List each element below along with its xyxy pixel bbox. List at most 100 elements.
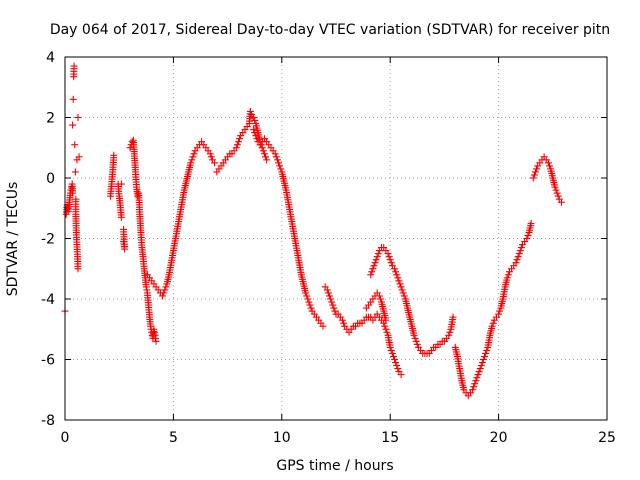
y-tick-label: -2 bbox=[41, 232, 55, 248]
data-point bbox=[305, 298, 313, 306]
data-point bbox=[323, 286, 331, 294]
data-point bbox=[271, 150, 279, 158]
x-tick-label: 15 bbox=[381, 430, 399, 446]
data-point bbox=[69, 189, 77, 197]
data-point bbox=[515, 250, 523, 258]
data-point bbox=[381, 322, 389, 330]
data-point bbox=[476, 365, 484, 373]
data-point bbox=[527, 219, 535, 227]
x-tick-label: 25 bbox=[598, 430, 616, 446]
data-point bbox=[474, 371, 482, 379]
data-point bbox=[70, 62, 78, 70]
data-point bbox=[553, 189, 561, 197]
data-point bbox=[307, 304, 315, 312]
data-point bbox=[394, 365, 402, 373]
y-tick-label: 4 bbox=[46, 50, 55, 66]
data-point bbox=[159, 292, 167, 300]
data-point bbox=[531, 168, 539, 176]
y-axis-label: SDTVAR / TECUs bbox=[5, 182, 21, 297]
data-point bbox=[152, 337, 160, 345]
data-point bbox=[382, 325, 390, 333]
data-point bbox=[188, 156, 196, 164]
x-tick-label: 20 bbox=[490, 430, 508, 446]
data-point bbox=[396, 280, 404, 288]
data-point bbox=[546, 162, 554, 170]
data-point bbox=[504, 271, 512, 279]
data-point bbox=[483, 346, 491, 354]
axis-ticks: 0 5 10 15 20 25 -8 -6 -4 -2 0 2 4 bbox=[41, 50, 616, 446]
data-point bbox=[477, 362, 485, 370]
data-point bbox=[517, 244, 525, 252]
data-point bbox=[340, 319, 348, 327]
data-point bbox=[389, 352, 397, 360]
data-point bbox=[367, 271, 375, 279]
data-point bbox=[481, 352, 489, 360]
x-tick-label: 10 bbox=[273, 430, 291, 446]
data-point bbox=[398, 286, 406, 294]
data-point bbox=[324, 289, 332, 297]
data-point bbox=[160, 289, 168, 297]
data-point bbox=[304, 295, 312, 303]
data-point bbox=[250, 126, 258, 134]
data-point bbox=[393, 362, 401, 370]
data-point bbox=[446, 328, 454, 336]
y-tick-label: -6 bbox=[41, 353, 55, 369]
data-points bbox=[61, 62, 565, 400]
data-point bbox=[503, 274, 511, 282]
data-point bbox=[475, 368, 483, 376]
data-point bbox=[110, 151, 118, 159]
data-point bbox=[392, 268, 400, 276]
data-point bbox=[391, 356, 399, 363]
data-point bbox=[386, 256, 394, 264]
data-point bbox=[69, 95, 77, 103]
data-point bbox=[252, 132, 260, 140]
data-point bbox=[391, 265, 399, 273]
data-point bbox=[187, 159, 195, 167]
data-point bbox=[393, 271, 401, 279]
data-point bbox=[412, 337, 420, 345]
x-axis-label: GPS time / hours bbox=[276, 458, 393, 474]
data-point bbox=[273, 156, 281, 164]
data-point bbox=[69, 121, 77, 129]
data-point bbox=[325, 292, 333, 300]
data-point bbox=[120, 225, 128, 233]
data-point bbox=[523, 235, 531, 242]
data-point bbox=[524, 231, 532, 239]
x-tick-label: 5 bbox=[169, 430, 178, 446]
data-point bbox=[369, 265, 377, 273]
data-point bbox=[530, 171, 538, 179]
data-point bbox=[373, 253, 381, 261]
data-point bbox=[445, 331, 453, 339]
grid-lines bbox=[65, 57, 607, 420]
data-point bbox=[557, 198, 565, 206]
data-point bbox=[71, 141, 79, 149]
data-point bbox=[397, 283, 405, 291]
data-point bbox=[233, 141, 241, 149]
data-point bbox=[236, 135, 244, 143]
data-point bbox=[399, 289, 407, 297]
data-point bbox=[413, 340, 421, 348]
data-point bbox=[189, 153, 197, 161]
data-point bbox=[449, 313, 457, 321]
data-point bbox=[190, 150, 198, 158]
data-point bbox=[277, 165, 285, 173]
data-point bbox=[328, 298, 336, 306]
data-point bbox=[552, 186, 560, 194]
data-point bbox=[303, 292, 311, 300]
data-point bbox=[478, 359, 486, 367]
data-point bbox=[211, 159, 219, 167]
data-point bbox=[383, 328, 391, 336]
data-point bbox=[554, 192, 562, 200]
data-point bbox=[382, 316, 390, 324]
data-point bbox=[339, 316, 347, 324]
data-point bbox=[514, 253, 522, 261]
data-point bbox=[411, 334, 419, 342]
y-tick-label: -8 bbox=[41, 413, 55, 429]
data-point bbox=[375, 292, 383, 300]
data-point bbox=[263, 156, 271, 164]
data-point bbox=[374, 250, 382, 258]
data-point bbox=[516, 247, 524, 255]
data-point bbox=[400, 292, 408, 300]
data-point bbox=[386, 343, 394, 351]
